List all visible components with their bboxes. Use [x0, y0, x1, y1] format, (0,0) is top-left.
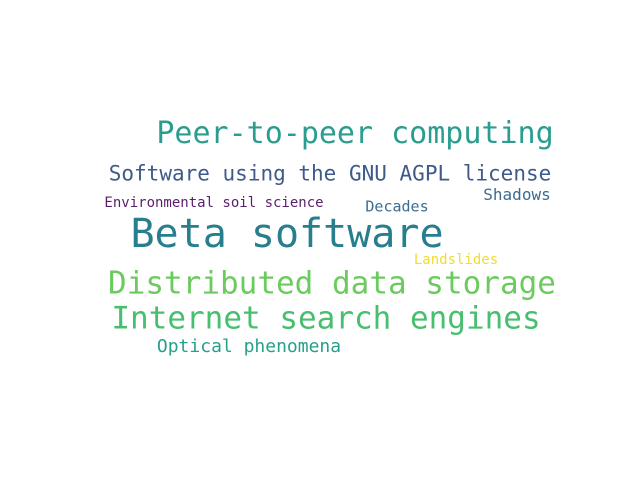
word-software-using-gnu-agpl-license: Software using the GNU AGPL license — [108, 161, 552, 186]
word-shadows: Shadows — [483, 185, 551, 204]
word-peer-to-peer-computing: Peer-to-peer computing — [156, 116, 554, 151]
word-optical-phenomena: Optical phenomena — [156, 336, 342, 357]
word-decades: Decades — [365, 197, 429, 216]
word-internet-search-engines: Internet search engines — [111, 300, 541, 337]
word-landslides: Landslides — [413, 252, 499, 268]
word-distributed-data-storage: Distributed data storage — [108, 265, 556, 302]
word-beta-software: Beta software — [130, 211, 444, 257]
word-environmental-soil-science: Environmental soil science — [104, 195, 324, 211]
